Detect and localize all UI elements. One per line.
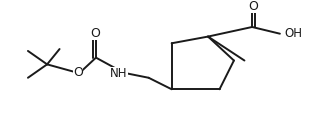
Text: O: O <box>90 27 100 40</box>
Text: NH: NH <box>110 67 128 80</box>
Text: OH: OH <box>285 27 303 40</box>
Text: O: O <box>73 66 83 80</box>
Text: O: O <box>248 0 258 13</box>
